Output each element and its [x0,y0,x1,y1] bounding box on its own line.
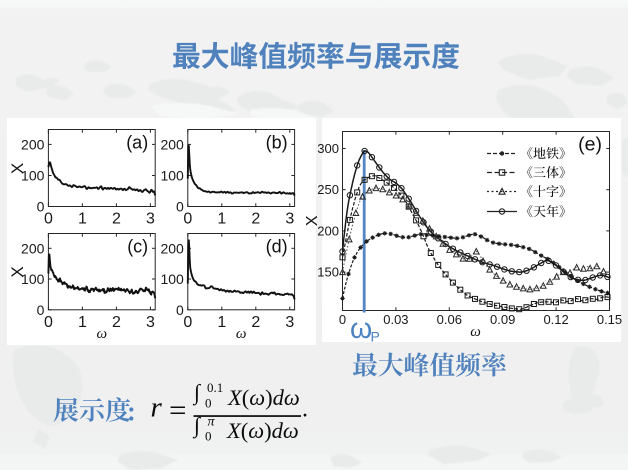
svg-text:0: 0 [183,314,192,331]
svg-text:1: 1 [78,211,87,228]
svg-text:X: X [8,266,27,277]
svg-text:1: 1 [217,211,226,228]
svg-text:(a): (a) [126,133,148,153]
svg-text:0: 0 [37,302,45,318]
svg-text:200: 200 [317,223,339,238]
svg-text:(b): (b) [266,133,288,153]
svg-text:100: 100 [21,168,45,184]
svg-text:100: 100 [160,168,184,184]
svg-text:300: 300 [317,141,339,156]
svg-text:0.03: 0.03 [383,312,408,327]
svg-text:0.09: 0.09 [490,312,515,327]
svg-text:0: 0 [44,211,53,228]
svg-text:ω: ω [97,326,108,342]
svg-text:3: 3 [285,211,294,228]
svg-text:0: 0 [176,302,184,318]
svg-text:2: 2 [251,211,260,228]
svg-text:200: 200 [160,136,184,152]
svg-text:0.15: 0.15 [597,312,622,327]
svg-text:100: 100 [160,271,184,287]
svg-text:0: 0 [339,312,346,327]
svg-text:0: 0 [176,199,184,215]
svg-text:2: 2 [112,211,121,228]
svg-text:ω: ω [470,324,481,340]
svg-text:0.12: 0.12 [543,312,568,327]
svg-text:0: 0 [44,314,53,331]
svg-text:(e): (e) [578,134,602,156]
svg-text:1: 1 [217,314,226,331]
svg-text:200: 200 [21,240,45,256]
svg-text:150: 150 [317,265,339,280]
svg-text:2: 2 [112,314,121,331]
svg-text:2: 2 [251,314,260,331]
svg-text:200: 200 [21,136,45,152]
svg-text:200: 200 [160,240,184,256]
svg-text:0.06: 0.06 [437,312,462,327]
svg-text:250: 250 [317,182,339,197]
svg-text:(c): (c) [127,237,148,257]
svg-text:1: 1 [78,314,87,331]
svg-text:0: 0 [37,199,45,215]
svg-text:3: 3 [146,211,155,228]
svg-text:0: 0 [183,211,192,228]
svg-text:X: X [304,215,321,226]
svg-text:X: X [8,163,27,174]
svg-text:100: 100 [21,271,45,287]
svg-text:3: 3 [285,314,294,331]
svg-text:(d): (d) [266,237,288,257]
svg-text:3: 3 [146,314,155,331]
svg-text:ω: ω [236,326,247,342]
